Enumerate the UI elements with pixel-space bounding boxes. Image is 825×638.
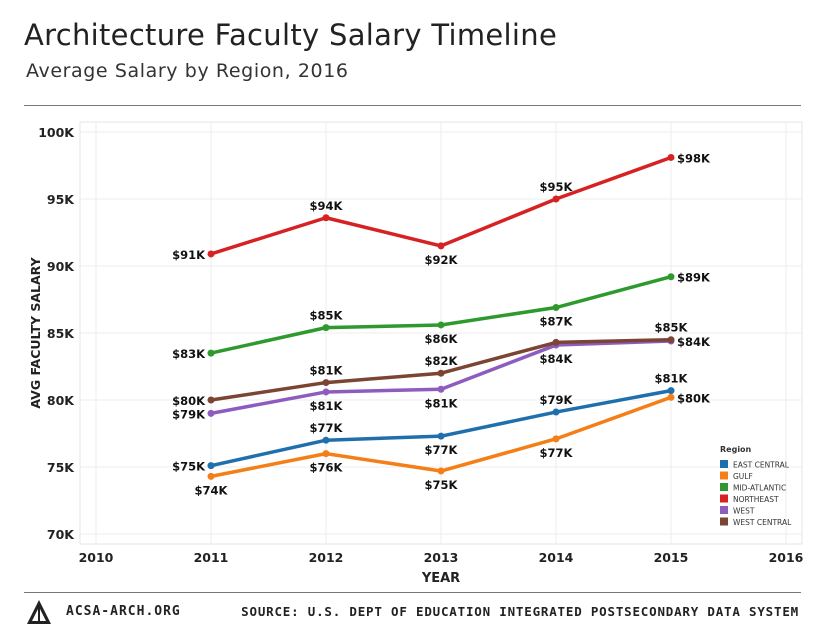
acsa-logo-icon [27, 600, 51, 624]
y-tick-label: 75K [47, 460, 75, 475]
data-point [667, 393, 675, 401]
x-tick-label: 2015 [654, 550, 689, 565]
legend-entry: GULF [733, 472, 753, 481]
data-label: $84K [677, 335, 711, 349]
legend-swatch [720, 483, 728, 491]
data-label: $95K [540, 180, 574, 194]
data-label: $81K [310, 364, 344, 378]
data-point [552, 304, 560, 312]
data-point [207, 349, 215, 357]
data-point [322, 436, 330, 444]
data-point [552, 195, 560, 203]
data-label: $83K [172, 347, 206, 361]
header-divider [24, 105, 801, 106]
legend-swatch [720, 460, 728, 468]
chart-subtitle: Average Salary by Region, 2016 [26, 60, 349, 82]
data-label: $75K [172, 460, 206, 474]
x-tick-label: 2010 [79, 550, 114, 565]
data-label: $77K [425, 443, 459, 457]
data-point [207, 409, 215, 417]
x-tick-label: 2016 [769, 550, 804, 565]
y-tick-label: 70K [47, 527, 75, 542]
data-label: $74K [195, 483, 229, 497]
data-point [437, 321, 445, 329]
legend-entry: EAST CENTRAL [733, 461, 790, 470]
y-tick-label: 80K [47, 393, 75, 408]
legend-entry: MID-ATLANTIC [733, 484, 786, 493]
data-point [437, 369, 445, 377]
data-label: $81K [425, 396, 459, 410]
data-point [322, 388, 330, 396]
legend-swatch [720, 494, 728, 503]
data-label: $92K [425, 253, 459, 267]
data-point [667, 387, 675, 395]
data-point [437, 242, 445, 250]
data-label: $81K [655, 372, 689, 386]
y-tick-label: 85K [47, 326, 75, 341]
data-point [322, 450, 330, 458]
x-tick-label: 2011 [194, 550, 229, 565]
data-label: $80K [677, 391, 711, 405]
data-point [437, 385, 445, 393]
x-tick-label: 2013 [424, 550, 459, 565]
chart-title: Architecture Faculty Salary Timeline [24, 18, 558, 52]
data-label: $89K [677, 271, 711, 285]
data-label: $85K [655, 321, 689, 335]
data-point [207, 472, 215, 480]
data-point [437, 432, 445, 440]
data-point [437, 467, 445, 475]
footer-divider [24, 592, 801, 593]
data-point [667, 153, 675, 161]
data-point [552, 435, 560, 443]
data-point [552, 408, 560, 416]
y-tick-label: 90K [47, 259, 75, 274]
footer-site: ACSA-ARCH.ORG [66, 604, 181, 619]
data-point [322, 214, 330, 222]
data-label: $75K [425, 478, 459, 492]
data-label: $98K [677, 151, 711, 165]
data-label: $91K [172, 248, 206, 262]
legend-swatch [720, 517, 728, 526]
line-chart: 70K 75K 80K 85K 90K 95K 100K 2010 2011 2012 2013 20… [28, 121, 804, 586]
data-label: $85K [310, 309, 344, 323]
data-label: $79K [540, 393, 574, 407]
legend-entry: WEST [733, 507, 755, 516]
data-label: $86K [425, 332, 459, 346]
y-tick-label: 95K [47, 192, 75, 207]
y-tick-label: 100K [38, 125, 75, 140]
data-label: $87K [540, 315, 574, 329]
data-label: $77K [310, 421, 344, 435]
data-point [322, 324, 330, 332]
legend-title: Region [720, 445, 752, 454]
x-tick-label: 2014 [539, 550, 574, 565]
data-label: $76K [310, 461, 344, 475]
data-point [207, 250, 215, 258]
data-label: $84K [540, 352, 574, 366]
data-point [552, 338, 560, 346]
data-label: $82K [425, 354, 459, 368]
x-tick-label: 2012 [309, 550, 344, 565]
data-point [322, 379, 330, 387]
footer-source: SOURCE: U.S. DEPT OF EDUCATION INTEGRATE… [241, 604, 799, 619]
data-label: $81K [310, 399, 344, 413]
data-label: $94K [310, 199, 344, 213]
data-point [667, 273, 675, 281]
data-point [667, 336, 675, 344]
legend-swatch [720, 506, 728, 514]
legend-entry: NORTHEAST [733, 495, 779, 504]
x-axis-title: YEAR [421, 571, 460, 586]
data-label: $77K [540, 446, 574, 460]
legend-swatch [720, 471, 728, 480]
data-label: $79K [172, 407, 206, 421]
data-point [207, 462, 215, 470]
y-axis-title: AVG FACULTY SALARY [28, 256, 43, 408]
legend-entry: WEST CENTRAL [733, 518, 792, 527]
data-point [207, 396, 215, 404]
data-label: $80K [172, 394, 206, 408]
